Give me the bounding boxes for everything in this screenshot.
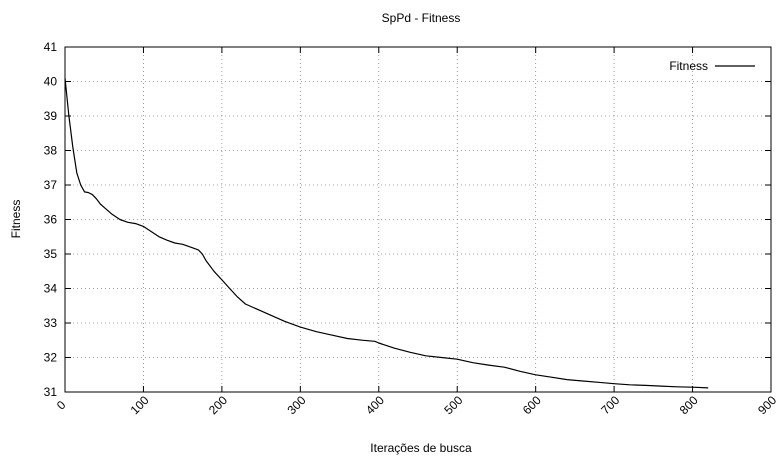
series-group <box>64 77 709 389</box>
x-axis-label: Iterações de busca <box>370 441 472 455</box>
x-tick-label-5: 500 <box>441 393 465 417</box>
x-tick-label-2: 200 <box>206 393 230 417</box>
x-tick-label-7: 700 <box>598 393 622 417</box>
x-tick-label-8: 800 <box>677 393 701 417</box>
x-tick-label-0: 0 <box>54 398 69 413</box>
y-tick-label-0: 31 <box>44 385 58 399</box>
y-tick-label-6: 37 <box>44 178 58 192</box>
grid-lines <box>65 47 771 392</box>
y-tick-label-8: 39 <box>44 109 58 123</box>
y-tick-label-4: 35 <box>44 247 58 261</box>
y-tick-label-2: 33 <box>44 316 58 330</box>
legend-label-fitness: Fitness <box>669 59 708 73</box>
x-axis: 0 100 200 300 400 500 600 700 800 900 <box>54 47 777 417</box>
y-tick-label-9: 40 <box>44 75 58 89</box>
y-tick-label-3: 34 <box>44 282 58 296</box>
legend: Fitness <box>669 59 755 73</box>
x-tick-label-9: 900 <box>755 393 777 417</box>
y-tick-label-10: 41 <box>44 40 58 54</box>
x-tick-label-1: 100 <box>128 393 152 417</box>
series-line-fitness <box>64 77 709 389</box>
x-tick-label-4: 400 <box>363 393 387 417</box>
y-axis: 31 32 33 34 35 36 37 38 39 40 41 <box>44 40 771 399</box>
chart-title: SpPd - Fitness <box>382 11 461 25</box>
y-tick-label-1: 32 <box>44 351 58 365</box>
y-axis-label: Fitness <box>9 200 23 239</box>
y-tick-label-7: 38 <box>44 144 58 158</box>
y-tick-label-5: 36 <box>44 213 58 227</box>
x-tick-label-3: 300 <box>284 393 308 417</box>
x-tick-label-6: 600 <box>520 393 544 417</box>
